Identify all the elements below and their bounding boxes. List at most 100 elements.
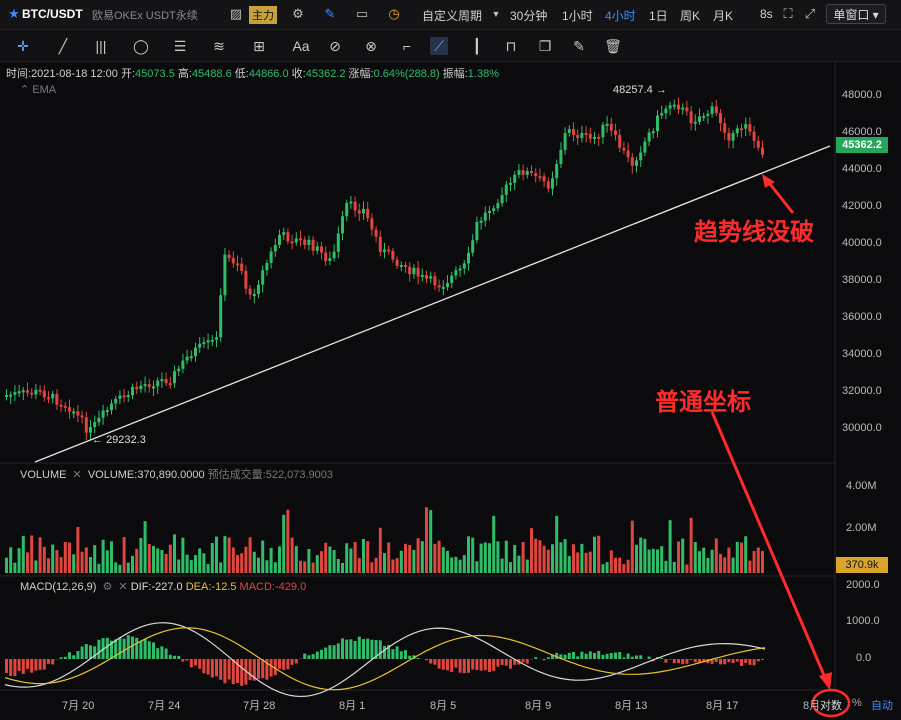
wave-icon[interactable]: ≋ [213, 38, 225, 54]
lock-drawing-icon[interactable]: ⊗ [365, 38, 377, 54]
trash-icon[interactable]: 🗑 [604, 38, 622, 54]
percent-scale-toggle[interactable]: % [852, 697, 862, 709]
lock-icon[interactable]: ⊓ [505, 38, 517, 54]
copy-icon[interactable]: ❐ [538, 38, 552, 54]
horizontal-lines-icon[interactable]: ☰ [173, 38, 187, 54]
chart-type-icon[interactable]: ▨ [229, 6, 243, 21]
candle [257, 284, 260, 294]
ellipse-icon[interactable]: ◯ [133, 38, 149, 54]
period-1h[interactable]: 1小时 [562, 9, 593, 23]
fullscreen-icon[interactable]: ⛶ [783, 6, 793, 21]
volume-bar [626, 559, 630, 573]
custom-period-dropdown[interactable]: 自定义周期 [422, 9, 483, 23]
volume-bar [412, 549, 416, 573]
candle [84, 417, 88, 433]
candle [341, 216, 344, 234]
candle [639, 152, 643, 161]
candle-icon[interactable]: ┃ [472, 38, 482, 54]
trend-line-icon[interactable]: ╱ [58, 38, 68, 54]
volume-bar [429, 510, 433, 573]
macd-bar [521, 659, 525, 663]
vertical-lines-icon[interactable]: ||| [95, 38, 107, 54]
candle [408, 266, 412, 275]
volume-bar [38, 537, 42, 573]
macd-bar [483, 659, 487, 671]
change-label: 涨幅: [348, 68, 374, 80]
macd-bar [488, 659, 491, 672]
draw-pen-icon[interactable]: ✎ [324, 6, 336, 21]
period-4h[interactable]: 4小时 [605, 9, 636, 23]
macd-bar [118, 637, 122, 659]
macd-title[interactable]: MACD(12,26,9) [20, 581, 97, 593]
volume-title[interactable]: VOLUME [20, 469, 67, 481]
date-axis-label: 8月 17 [706, 700, 739, 712]
macd-bar [504, 659, 508, 666]
volume-bar [194, 555, 197, 573]
period-week[interactable]: 周K [680, 9, 701, 23]
candle [437, 285, 441, 288]
volume-bar [702, 547, 706, 573]
crosshair-icon[interactable]: ✛ [17, 38, 29, 54]
pattern-icon[interactable]: ⟋ [430, 37, 448, 55]
period-30m[interactable]: 30分钟 [510, 9, 548, 23]
high-marker-value: 48257.4 [613, 84, 653, 96]
period-month[interactable]: 月K [713, 9, 734, 23]
expand-icon[interactable]: ⤢ [804, 6, 816, 21]
magnet-icon[interactable]: ⊘ [329, 38, 341, 54]
refresh-interval[interactable]: 8s [760, 7, 773, 21]
candle [294, 238, 298, 243]
candle [374, 229, 378, 237]
symbol-label[interactable]: BTC/USDT [22, 7, 83, 21]
ruler-icon[interactable]: ⌐ [402, 38, 412, 54]
macd-bar [215, 659, 218, 677]
candle [756, 140, 760, 148]
macd-bar [756, 659, 760, 662]
macd-bar [584, 653, 588, 659]
volume-bar [72, 554, 76, 573]
volume-bar [525, 559, 529, 573]
volume-bar [710, 549, 714, 573]
candle [500, 194, 504, 204]
macd-bar [47, 659, 50, 664]
period-1d[interactable]: 1日 [649, 9, 668, 23]
macd-bar [710, 659, 714, 664]
window-mode-dropdown[interactable]: 单窗口 ▾ [826, 4, 886, 24]
close-icon[interactable]: ✕ [118, 581, 128, 593]
macd-bar [248, 659, 252, 681]
volume-bar [630, 520, 634, 573]
edit-icon[interactable]: ✎ [573, 38, 585, 54]
candle [17, 391, 21, 394]
measure-icon[interactable]: ⊞ [253, 38, 265, 54]
settings-icon[interactable]: ⚙ [102, 581, 113, 593]
macd-bar [177, 655, 181, 659]
candle [462, 263, 466, 269]
amplitude-value: 1.38% [467, 68, 499, 80]
candle [315, 246, 319, 251]
volume-bar [21, 535, 25, 573]
candle [135, 386, 139, 390]
close-icon[interactable]: ✕ [72, 469, 82, 481]
macd-axis-2000: 2000.0 [846, 579, 880, 591]
log-scale-toggle[interactable]: 对数 [820, 700, 842, 712]
volume-bar [492, 515, 496, 573]
volume-bar [332, 550, 336, 573]
text-icon[interactable]: Aa [292, 38, 310, 54]
candle [677, 104, 680, 110]
volume-bar [110, 541, 113, 573]
macd-bar [219, 659, 223, 680]
template-icon[interactable]: ▭ [355, 6, 369, 21]
settings-icon[interactable]: ⚙ [292, 6, 304, 21]
candle [412, 267, 416, 275]
chevron-down-icon[interactable]: ▼ [491, 9, 501, 19]
star-icon[interactable]: ★ [8, 6, 20, 21]
volume-bar [647, 549, 651, 573]
volume-bar [89, 557, 92, 573]
volume-bar [534, 538, 538, 573]
clock-icon[interactable]: ◷ [388, 6, 400, 21]
main-force-button[interactable]: 主力 [249, 6, 277, 24]
candle [47, 397, 50, 400]
candle [143, 384, 147, 387]
auto-scale-toggle[interactable]: 自动 [871, 700, 893, 712]
candle [21, 390, 25, 393]
ema-indicator-label[interactable]: ⌃ EMA [20, 84, 57, 96]
